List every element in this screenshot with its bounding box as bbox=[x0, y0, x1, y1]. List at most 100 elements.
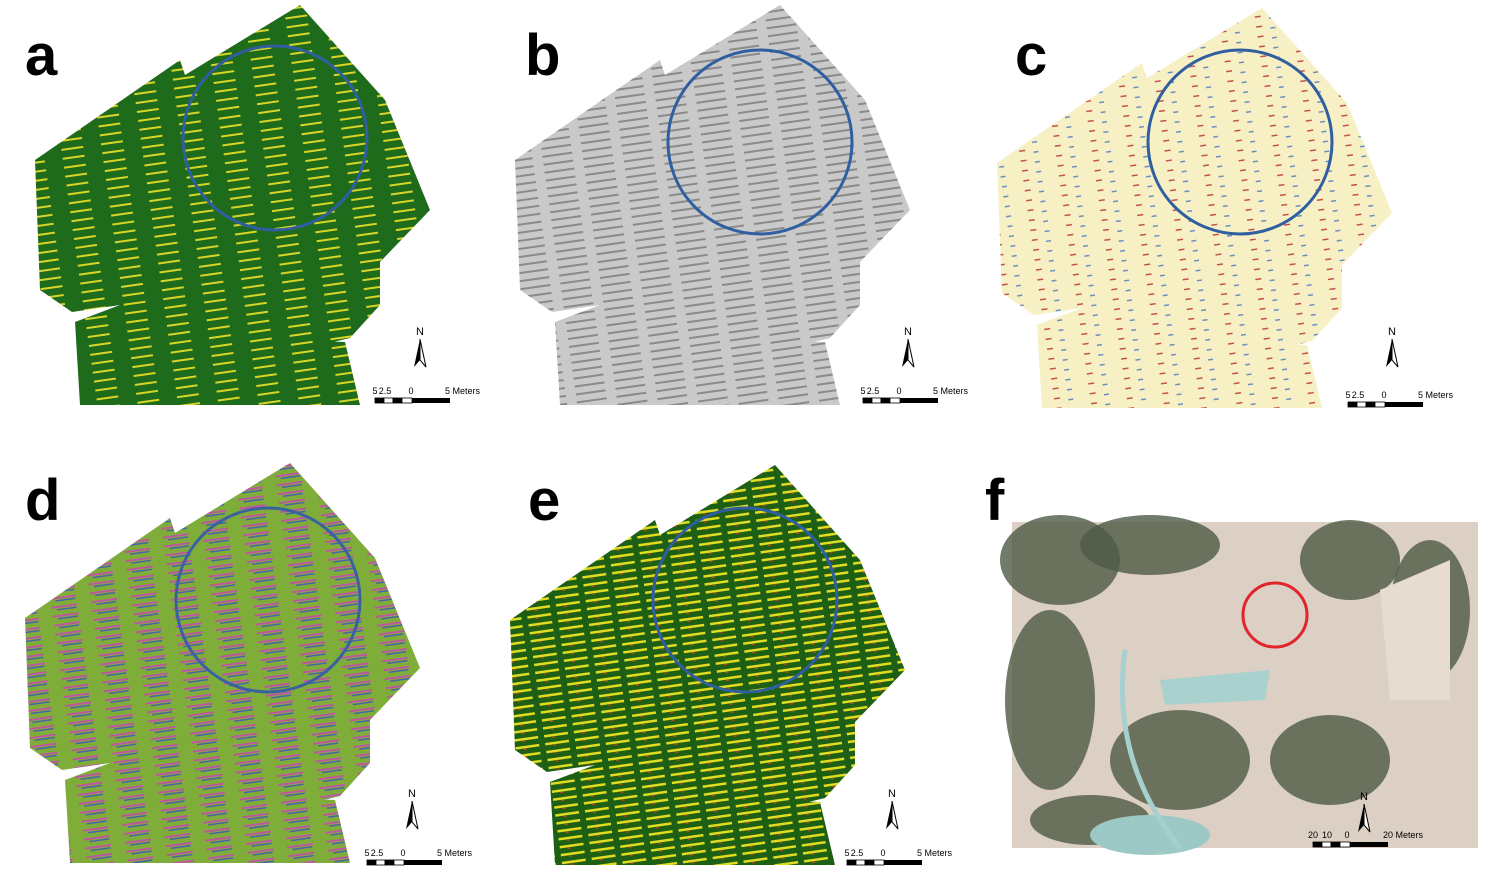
scale-label: 0 bbox=[896, 386, 901, 396]
scale-label: 0 bbox=[880, 848, 885, 858]
scale-bar bbox=[1312, 841, 1323, 848]
highlight-circle bbox=[174, 506, 362, 694]
scale-label: 5 Meters bbox=[445, 386, 481, 396]
north-label: N bbox=[888, 788, 896, 800]
panel-label: a bbox=[25, 23, 58, 88]
field-patch bbox=[1160, 670, 1270, 705]
north-arrow bbox=[1358, 804, 1364, 832]
raster-field bbox=[515, 5, 910, 405]
north-label: N bbox=[904, 326, 912, 338]
scale-label: 5 bbox=[364, 848, 369, 858]
scale-bar bbox=[1365, 401, 1376, 408]
panel: d N 5 2.5 0 5 Meters bbox=[25, 463, 473, 866]
scale-bar bbox=[1347, 401, 1358, 408]
scale-bar bbox=[375, 859, 386, 866]
panel-label: c bbox=[1015, 23, 1047, 88]
highlight-circle bbox=[181, 44, 369, 232]
scale-bar bbox=[880, 397, 891, 404]
pond bbox=[1090, 815, 1210, 855]
scale-bar bbox=[384, 859, 395, 866]
panel: c N 5 2.5 0 5 Meters bbox=[997, 8, 1454, 408]
scale-label: 0 bbox=[400, 848, 405, 858]
north-arrow bbox=[406, 801, 412, 829]
scale-bar bbox=[374, 397, 385, 404]
scale-bar bbox=[862, 397, 873, 404]
scale-bar bbox=[393, 859, 405, 866]
scale-bar bbox=[1385, 402, 1423, 407]
scale-label: 2.5 bbox=[1352, 390, 1365, 400]
panel: e N 5 2.5 0 5 Meters bbox=[510, 465, 953, 866]
raster-field bbox=[25, 463, 420, 863]
highlight-circle bbox=[651, 506, 839, 694]
scale-label: 5 Meters bbox=[917, 848, 953, 858]
tree-cluster bbox=[1005, 610, 1095, 790]
panel: f N 20 10 0 20 Meters bbox=[985, 468, 1478, 855]
tree-cluster bbox=[1110, 710, 1250, 810]
scale-label: 0 bbox=[1381, 390, 1386, 400]
scale-bar bbox=[864, 859, 875, 866]
highlight-circle bbox=[1146, 48, 1334, 236]
highlight-circle bbox=[1241, 581, 1309, 649]
scale-label: 2.5 bbox=[371, 848, 384, 858]
highlight-circle bbox=[666, 48, 854, 236]
field-patch bbox=[1380, 560, 1450, 700]
scale-label: 0 bbox=[408, 386, 413, 396]
panel-label: b bbox=[525, 23, 560, 88]
scale-bar bbox=[401, 397, 413, 404]
road bbox=[1119, 649, 1182, 850]
scale-bar bbox=[1374, 401, 1386, 408]
scale-bar bbox=[900, 398, 938, 403]
scale-label: 2.5 bbox=[867, 386, 880, 396]
north-label: N bbox=[1388, 326, 1396, 338]
north-arrow bbox=[886, 801, 892, 829]
tree-cluster bbox=[1300, 520, 1400, 600]
scale-bar bbox=[1330, 841, 1341, 848]
scale-bar bbox=[1339, 841, 1351, 848]
scale-label: 0 bbox=[1344, 830, 1349, 840]
north-label: N bbox=[416, 326, 424, 338]
raster-field bbox=[35, 5, 430, 405]
panel: a N 5 2.5 0 5 Meters bbox=[25, 5, 481, 405]
north-label: N bbox=[408, 788, 416, 800]
scale-bar bbox=[871, 397, 882, 404]
scale-label: 2.5 bbox=[379, 386, 392, 396]
scale-bar bbox=[846, 859, 857, 866]
raster-field bbox=[997, 8, 1392, 408]
scale-label: 2.5 bbox=[851, 848, 864, 858]
scale-label: 5 bbox=[860, 386, 865, 396]
north-arrow bbox=[411, 800, 419, 830]
scale-bar bbox=[412, 398, 450, 403]
scale-bar bbox=[884, 860, 922, 865]
scale-label: 5 bbox=[844, 848, 849, 858]
scale-bar bbox=[392, 397, 403, 404]
scale-bar bbox=[383, 397, 394, 404]
scale-bar bbox=[889, 397, 901, 404]
scale-label: 5 bbox=[372, 386, 377, 396]
north-arrow bbox=[414, 339, 420, 367]
north-arrow bbox=[891, 800, 899, 830]
scale-bar bbox=[1350, 842, 1388, 847]
scale-bar bbox=[855, 859, 866, 866]
scale-label: 5 Meters bbox=[437, 848, 473, 858]
raster-field bbox=[510, 465, 905, 865]
tree-cluster bbox=[1270, 715, 1390, 805]
scale-bar bbox=[873, 859, 885, 866]
north-arrow bbox=[419, 338, 427, 368]
tree-cluster bbox=[1080, 515, 1220, 575]
scale-label: 5 Meters bbox=[933, 386, 969, 396]
scale-bar bbox=[404, 860, 442, 865]
north-arrow bbox=[902, 339, 908, 367]
north-arrow bbox=[1386, 339, 1392, 367]
north-arrow bbox=[1391, 338, 1399, 368]
scale-bar bbox=[1356, 401, 1367, 408]
scale-label: 20 Meters bbox=[1383, 830, 1424, 840]
scale-bar bbox=[1321, 841, 1332, 848]
scale-label: 20 bbox=[1308, 830, 1318, 840]
scale-label: 5 bbox=[1345, 390, 1350, 400]
panel-label: e bbox=[528, 468, 560, 533]
scale-bar bbox=[366, 859, 377, 866]
scale-label: 5 Meters bbox=[1418, 390, 1454, 400]
north-arrow bbox=[1363, 803, 1371, 833]
scale-label: 10 bbox=[1322, 830, 1332, 840]
